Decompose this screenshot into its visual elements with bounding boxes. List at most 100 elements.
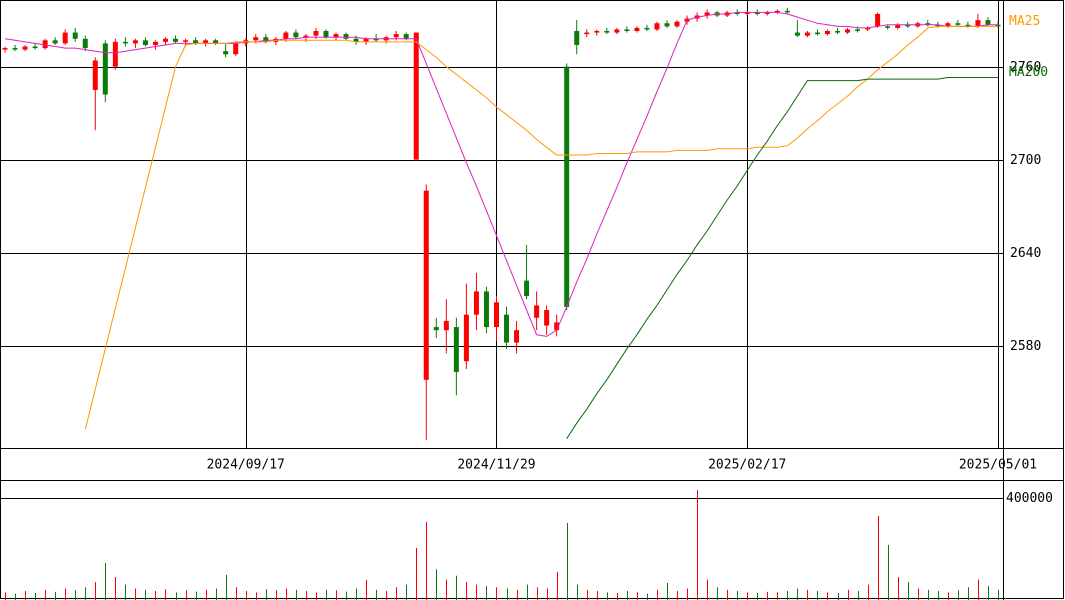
x-tick-label: 2024/11/29 bbox=[457, 458, 535, 473]
volume-bar bbox=[878, 516, 879, 600]
candle-body bbox=[443, 320, 449, 331]
candle-body bbox=[263, 37, 269, 42]
volume-bar bbox=[838, 592, 839, 600]
volume-bar bbox=[888, 544, 889, 600]
volume-bar bbox=[246, 591, 247, 600]
volume-bar bbox=[466, 582, 467, 600]
volume-bar bbox=[707, 579, 708, 600]
volume-bar bbox=[266, 589, 267, 600]
volume-bar bbox=[938, 591, 939, 600]
volume-bar bbox=[486, 585, 487, 600]
volume-bar bbox=[346, 591, 347, 600]
volume-bar bbox=[186, 590, 187, 600]
legend-label: MA200 bbox=[1009, 65, 1048, 80]
candle-body bbox=[132, 40, 138, 44]
ma-line bbox=[566, 77, 998, 439]
candle-body bbox=[674, 21, 680, 27]
candle-body bbox=[985, 20, 991, 25]
candle-body bbox=[554, 322, 560, 331]
candle-body bbox=[905, 24, 911, 27]
candle-body bbox=[72, 32, 78, 39]
candle-body bbox=[835, 31, 841, 33]
volume-bar bbox=[276, 590, 277, 600]
candle-body bbox=[32, 46, 38, 49]
volume-bar bbox=[65, 588, 66, 600]
volume-bar bbox=[35, 592, 36, 600]
volume-bar bbox=[597, 591, 598, 600]
volume-bar bbox=[537, 587, 538, 600]
volume-bar bbox=[898, 577, 899, 600]
y-tick-label: 2640 bbox=[1010, 246, 1041, 261]
volume-bar bbox=[868, 584, 869, 600]
candle-body bbox=[142, 40, 148, 45]
volume-bar bbox=[85, 587, 86, 600]
volume-bar bbox=[176, 592, 177, 600]
candle-body bbox=[493, 302, 499, 328]
candle-body bbox=[885, 26, 891, 28]
candle-body bbox=[213, 40, 219, 44]
candle-body bbox=[814, 32, 820, 35]
candle-body bbox=[514, 330, 520, 343]
candle-body bbox=[253, 37, 259, 41]
candle-body bbox=[393, 34, 399, 38]
volume-bar bbox=[527, 584, 528, 600]
candle-body bbox=[453, 327, 459, 373]
candle-body bbox=[203, 40, 209, 44]
volume-bar bbox=[958, 590, 959, 600]
x-tick-label: 2024/09/17 bbox=[207, 458, 285, 473]
candle-body bbox=[333, 34, 339, 38]
candle-body bbox=[82, 38, 88, 49]
candle-body bbox=[303, 35, 309, 38]
volume-bar bbox=[145, 589, 146, 600]
volume-bar bbox=[376, 589, 377, 600]
candle-body bbox=[42, 40, 48, 49]
volume-bar bbox=[226, 574, 227, 600]
candle-body bbox=[895, 24, 901, 28]
candle-body bbox=[283, 32, 289, 39]
volume-bar bbox=[356, 588, 357, 600]
volume-bar bbox=[155, 591, 156, 600]
volume-bar bbox=[587, 589, 588, 600]
candle-body bbox=[594, 31, 600, 33]
candle-body bbox=[604, 31, 610, 33]
candle-body bbox=[524, 280, 530, 297]
candle-body bbox=[233, 43, 239, 55]
candle-body bbox=[173, 38, 179, 42]
candle-body bbox=[764, 12, 770, 14]
candle-body bbox=[62, 32, 68, 44]
volume-bar bbox=[637, 592, 638, 600]
candle-body bbox=[22, 46, 28, 50]
volume-bar bbox=[697, 489, 698, 600]
volume-bar bbox=[517, 589, 518, 600]
volume-bar bbox=[55, 591, 56, 600]
candle-body bbox=[102, 43, 108, 95]
candle-body bbox=[112, 41, 118, 67]
candle-body bbox=[564, 66, 570, 307]
candle-body bbox=[152, 41, 158, 45]
volume-bar bbox=[496, 587, 497, 600]
volume-bar bbox=[787, 591, 788, 600]
volume-bar bbox=[928, 589, 929, 600]
volume-bar bbox=[687, 588, 688, 600]
volume-bar bbox=[918, 588, 919, 600]
volume-bar bbox=[45, 589, 46, 600]
candle-body bbox=[323, 31, 329, 38]
candle-body bbox=[223, 51, 229, 55]
volume-bar bbox=[717, 587, 718, 600]
volume-bar bbox=[557, 571, 558, 600]
candle-body bbox=[413, 32, 419, 160]
ma-line bbox=[4, 11, 998, 337]
volume-bar bbox=[677, 591, 678, 600]
candle-body bbox=[965, 24, 971, 27]
volume-bar bbox=[236, 587, 237, 600]
volume-bar bbox=[286, 588, 287, 600]
candle-body bbox=[925, 23, 931, 25]
volume-bar bbox=[326, 589, 327, 600]
volume-bar bbox=[306, 591, 307, 600]
volume-bar bbox=[988, 585, 989, 600]
volume-bar bbox=[15, 593, 16, 600]
volume-bar bbox=[998, 589, 999, 600]
